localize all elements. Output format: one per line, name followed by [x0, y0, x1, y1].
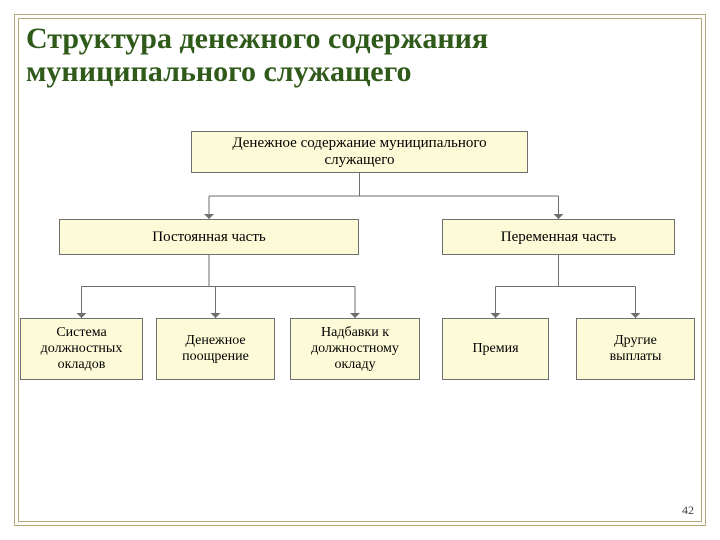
node-b4: Премия: [442, 318, 549, 380]
node-b5: Другие выплаты: [576, 318, 695, 380]
node-var: Переменная часть: [442, 219, 675, 255]
page-number: 42: [682, 503, 694, 518]
node-root: Денежное содержание муниципального служа…: [191, 131, 528, 173]
node-perm: Постоянная часть: [59, 219, 359, 255]
node-b3: Надбавки к должностному окладу: [290, 318, 420, 380]
node-b1: Система должностных окладов: [20, 318, 143, 380]
node-b2: Денежное поощрение: [156, 318, 275, 380]
slide-title: Структура денежного содержания муниципал…: [26, 22, 694, 88]
slide: Структура денежного содержания муниципал…: [0, 0, 720, 540]
inner-frame: [18, 18, 702, 522]
